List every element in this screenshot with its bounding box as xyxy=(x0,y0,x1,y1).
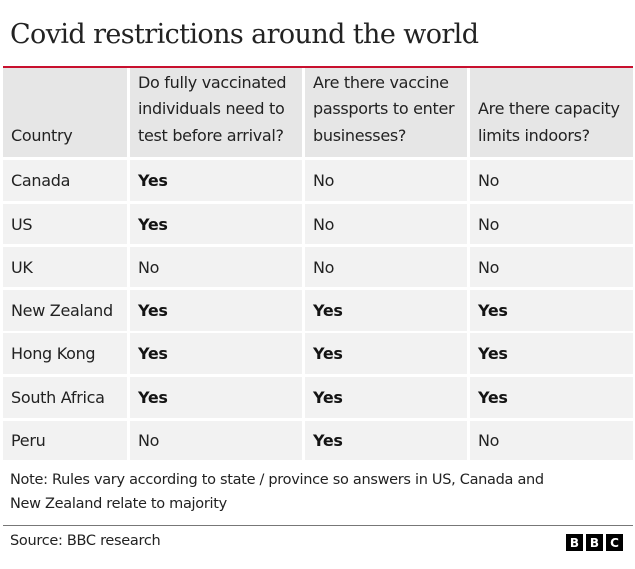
header-capacity-limits: Are there capacity limits indoors? xyxy=(470,68,633,157)
cell-country: US xyxy=(3,204,127,244)
cell-test-before-arrival: Yes xyxy=(130,204,302,244)
cell-capacity-limits: No xyxy=(470,160,633,201)
chart-title: Covid restrictions around the world xyxy=(10,19,479,50)
cell-test-before-arrival: Yes xyxy=(130,160,302,201)
cell-country: Canada xyxy=(3,160,127,201)
cell-capacity-limits: Yes xyxy=(470,333,633,374)
cell-test-before-arrival: No xyxy=(130,421,302,460)
cell-capacity-limits: Yes xyxy=(470,290,633,331)
table-header-row: Country Do fully vaccinated individuals … xyxy=(3,68,633,157)
footnote: Note: Rules vary according to state / pr… xyxy=(10,472,544,512)
cell-capacity-limits: Yes xyxy=(470,377,633,418)
logo-letter: C xyxy=(606,534,623,551)
footer-divider xyxy=(3,525,633,526)
cell-country: Peru xyxy=(3,421,127,460)
cell-vaccine-passports: No xyxy=(305,204,467,244)
logo-letter: B xyxy=(586,534,603,551)
table-row: UK No No No xyxy=(3,247,633,287)
cell-vaccine-passports: No xyxy=(305,247,467,287)
cell-country: South Africa xyxy=(3,377,127,418)
table-row: New Zealand Yes Yes Yes xyxy=(3,290,633,331)
header-test-before-arrival: Do fully vaccinated individuals need to … xyxy=(130,68,302,157)
table-row: Peru No Yes No xyxy=(3,421,633,460)
table-row: South Africa Yes Yes Yes xyxy=(3,377,633,418)
cell-country: UK xyxy=(3,247,127,287)
table-row: US Yes No No xyxy=(3,204,633,244)
cell-test-before-arrival: Yes xyxy=(130,377,302,418)
cell-test-before-arrival: Yes xyxy=(130,290,302,331)
cell-test-before-arrival: Yes xyxy=(130,333,302,374)
cell-vaccine-passports: Yes xyxy=(305,290,467,331)
cell-country: New Zealand xyxy=(3,290,127,331)
cell-country: Hong Kong xyxy=(3,333,127,374)
cell-vaccine-passports: No xyxy=(305,160,467,201)
cell-capacity-limits: No xyxy=(470,421,633,460)
header-country: Country xyxy=(3,68,127,157)
cell-test-before-arrival: No xyxy=(130,247,302,287)
table-row: Hong Kong Yes Yes Yes xyxy=(3,333,633,374)
cell-capacity-limits: No xyxy=(470,247,633,287)
cell-vaccine-passports: Yes xyxy=(305,333,467,374)
header-vaccine-passports: Are there vaccine passports to enter bus… xyxy=(305,68,467,157)
source-text: Source: BBC research xyxy=(10,533,161,549)
logo-letter: B xyxy=(566,534,583,551)
bbc-logo-icon: B B C xyxy=(566,534,623,551)
cell-vaccine-passports: Yes xyxy=(305,421,467,460)
cell-capacity-limits: No xyxy=(470,204,633,244)
cell-vaccine-passports: Yes xyxy=(305,377,467,418)
title-divider xyxy=(3,66,633,68)
table-row: Canada Yes No No xyxy=(3,160,633,201)
